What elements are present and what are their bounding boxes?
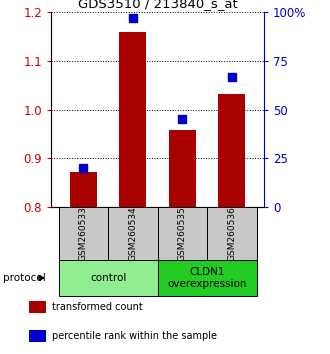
Title: GDS3510 / 213840_s_at: GDS3510 / 213840_s_at <box>78 0 238 10</box>
Bar <box>59 260 158 296</box>
Point <box>229 74 234 79</box>
Text: percentile rank within the sample: percentile rank within the sample <box>51 331 217 341</box>
Text: GSM260535: GSM260535 <box>178 206 187 261</box>
Point <box>130 15 135 21</box>
Bar <box>108 207 158 260</box>
Bar <box>59 207 108 260</box>
Bar <box>207 207 257 260</box>
Text: control: control <box>90 273 126 283</box>
Bar <box>29 330 46 342</box>
Bar <box>158 207 207 260</box>
Text: GSM260533: GSM260533 <box>79 206 88 261</box>
Bar <box>169 130 196 207</box>
Text: protocol: protocol <box>3 273 46 283</box>
Bar <box>119 32 147 207</box>
Point <box>180 117 185 122</box>
Text: transformed count: transformed count <box>51 302 143 312</box>
Bar <box>158 260 257 296</box>
Bar <box>218 94 246 207</box>
Bar <box>29 301 46 313</box>
Text: GSM260536: GSM260536 <box>227 206 236 261</box>
Bar <box>70 172 97 207</box>
Point <box>81 165 86 171</box>
Text: CLDN1
overexpression: CLDN1 overexpression <box>167 267 247 289</box>
Text: GSM260534: GSM260534 <box>128 206 137 261</box>
